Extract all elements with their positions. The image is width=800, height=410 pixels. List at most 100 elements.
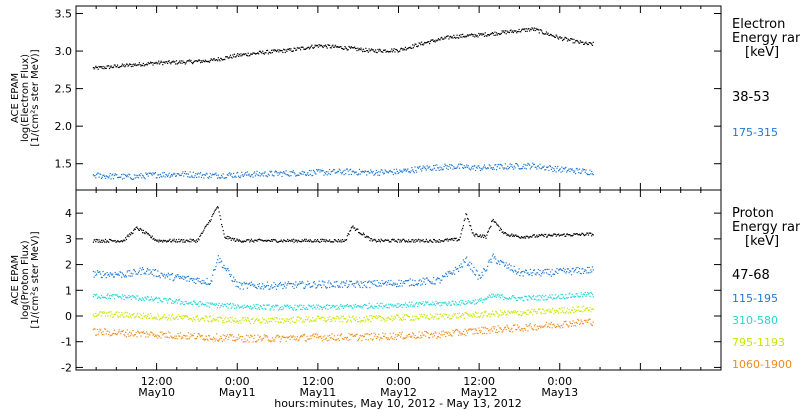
data-point (332, 317, 334, 319)
data-point (192, 335, 194, 337)
data-point (557, 323, 559, 325)
data-point (100, 276, 103, 279)
data-point (175, 276, 178, 278)
data-point (379, 241, 382, 243)
data-point (324, 239, 326, 241)
data-point (309, 305, 311, 307)
data-point (508, 310, 510, 312)
y-tick-label: 2.5 (55, 83, 73, 96)
data-point (437, 39, 439, 41)
data-point (263, 334, 265, 336)
data-point (258, 174, 260, 177)
data-point (516, 162, 518, 165)
data-point (421, 315, 423, 317)
data-point (153, 333, 155, 335)
data-point (370, 320, 372, 323)
data-point (381, 169, 383, 171)
data-point (166, 62, 169, 65)
data-point (364, 304, 366, 306)
data-point (404, 49, 406, 51)
data-point (175, 317, 177, 319)
data-point (102, 65, 104, 68)
electron-ylabel-line1: ACE EPAM (10, 73, 21, 123)
data-point (96, 66, 99, 69)
data-point (135, 273, 137, 275)
data-point (225, 237, 228, 239)
data-point (288, 335, 290, 338)
data-point (115, 273, 117, 275)
data-point (390, 50, 392, 52)
data-point (467, 35, 469, 37)
data-point (481, 271, 483, 273)
data-point (228, 173, 230, 175)
data-point (362, 171, 365, 173)
data-point (521, 28, 523, 30)
data-point (553, 35, 555, 37)
data-point (181, 172, 183, 175)
data-point (387, 171, 389, 173)
data-point (277, 49, 279, 51)
data-point (575, 168, 577, 170)
data-point (158, 176, 161, 179)
data-point (436, 303, 438, 305)
data-point (372, 49, 374, 51)
data-point (550, 275, 552, 277)
data-point (474, 273, 476, 275)
data-point (113, 298, 115, 300)
data-point (400, 241, 402, 243)
data-point (512, 166, 514, 168)
data-point (564, 167, 566, 169)
x-axis: 12:00May100:00May1112:00May110:00May1212… (75, 6, 722, 399)
electron-legend-38-53: 38-53 (732, 90, 770, 105)
data-point (360, 170, 362, 173)
data-point (246, 304, 248, 307)
data-point (401, 331, 403, 333)
data-point (365, 236, 367, 238)
data-point (590, 42, 592, 44)
data-point (335, 45, 337, 48)
data-point (355, 334, 357, 336)
data-point (271, 306, 273, 308)
data-point (487, 315, 489, 317)
data-point (320, 44, 322, 46)
data-point (410, 303, 412, 305)
data-point (402, 282, 404, 284)
data-point (354, 318, 356, 320)
data-point (391, 171, 393, 173)
data-point (304, 321, 306, 323)
data-point (239, 320, 241, 322)
data-point (451, 36, 453, 38)
data-point (187, 240, 189, 242)
data-point (336, 338, 338, 341)
data-point (580, 292, 582, 294)
data-point (449, 318, 451, 320)
data-point (140, 273, 142, 276)
data-point (195, 282, 197, 285)
data-point (300, 282, 303, 284)
data-point (416, 240, 419, 242)
data-point (495, 169, 498, 171)
data-point (247, 52, 249, 54)
data-point (484, 235, 486, 237)
data-point (211, 321, 213, 323)
data-point (181, 239, 183, 241)
data-point (129, 63, 131, 65)
data-point (300, 240, 302, 243)
data-point (119, 331, 121, 333)
data-point (211, 215, 213, 218)
data-point (297, 306, 299, 308)
data-point (527, 236, 529, 238)
data-point (330, 337, 332, 339)
data-point (302, 334, 304, 336)
data-point (197, 280, 199, 282)
data-point (292, 238, 294, 240)
data-point (534, 236, 536, 238)
data-point (298, 339, 300, 341)
data-point (216, 316, 219, 319)
data-point (479, 300, 481, 302)
data-point (122, 65, 124, 67)
data-point (351, 283, 353, 286)
data-point (466, 217, 469, 220)
data-point (283, 172, 286, 174)
data-point (166, 316, 168, 318)
